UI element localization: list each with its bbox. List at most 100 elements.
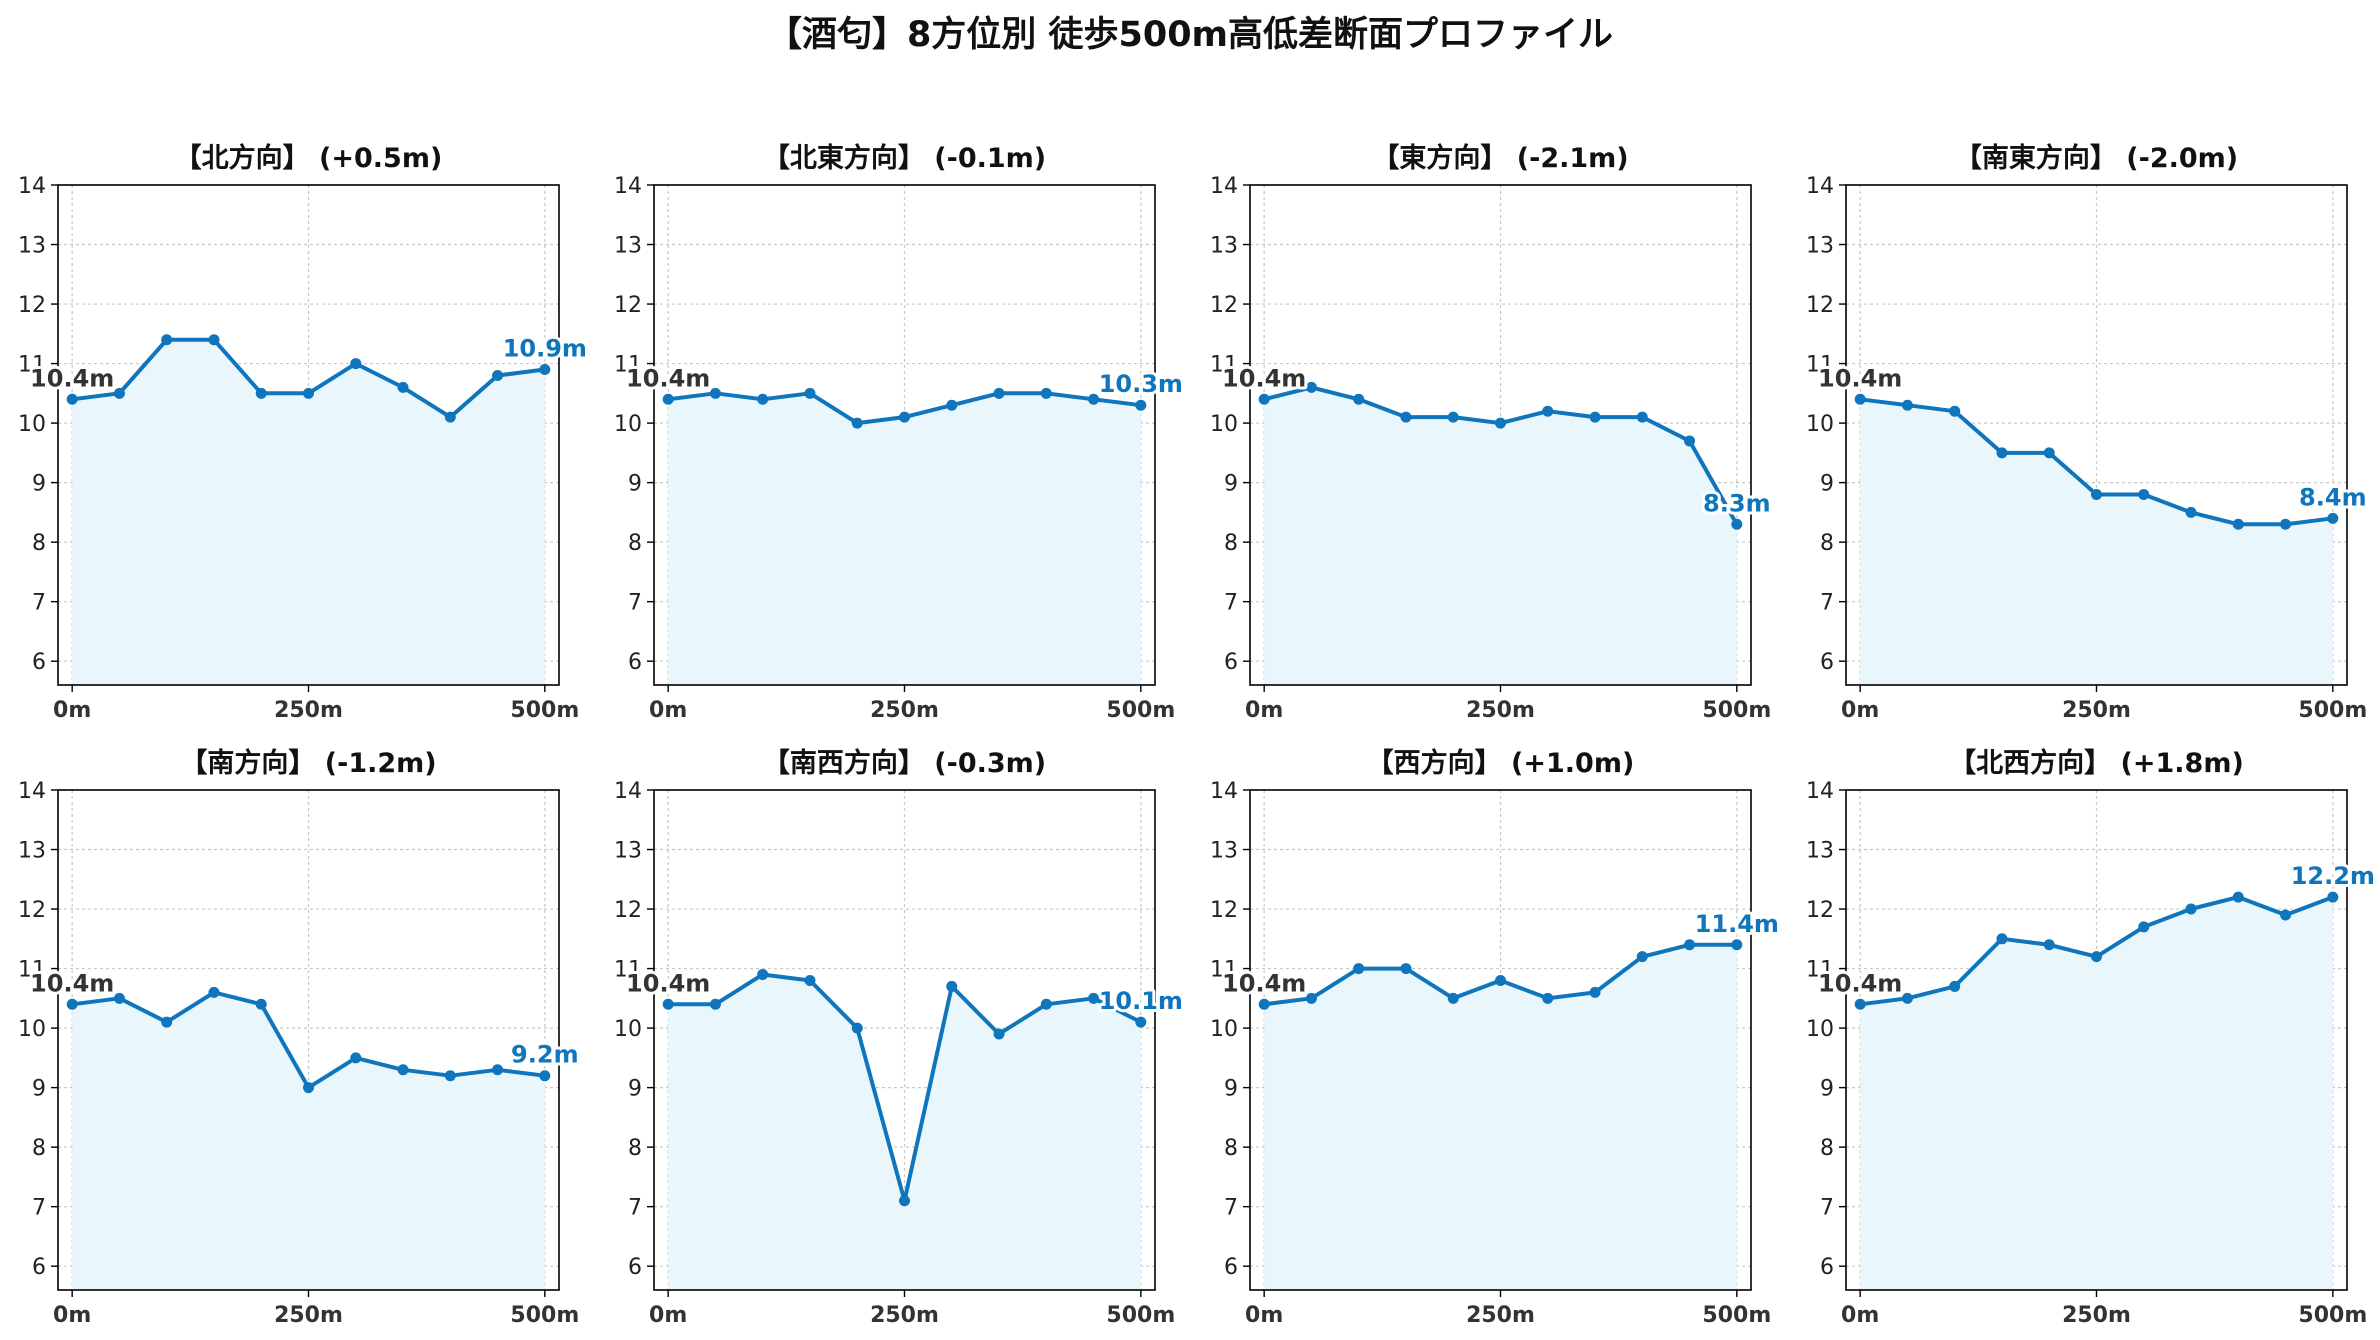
start-value-label: 10.4m	[626, 969, 710, 997]
data-point	[1040, 998, 1052, 1010]
end-value-label: 12.2m	[2291, 862, 2375, 890]
data-point	[899, 411, 910, 423]
y-tick-label: 14	[614, 174, 642, 199]
data-point	[1854, 393, 1866, 405]
end-value-label: 8.4m	[2299, 483, 2367, 511]
data-point	[2185, 903, 2197, 915]
y-tick-label: 9	[32, 472, 46, 497]
subplot-title: 【北方向】 (+0.5m)	[175, 142, 443, 174]
y-tick-label: 10	[18, 1017, 46, 1042]
area-fill	[72, 339, 545, 685]
subplot-title: 【南東方向】 (-2.0m)	[1955, 142, 2238, 174]
end-value-label: 10.3m	[1099, 370, 1183, 398]
y-tick-label: 13	[614, 839, 642, 864]
data-point	[1542, 992, 1554, 1004]
y-tick-label: 13	[18, 234, 46, 259]
start-value-label: 10.4m	[1818, 364, 1902, 392]
y-tick-label: 12	[1210, 898, 1238, 923]
y-tick-label: 14	[614, 779, 642, 804]
data-point	[1901, 399, 1913, 411]
data-point	[1088, 393, 1100, 405]
y-tick-label: 8	[32, 1136, 46, 1161]
subplot-6: 【西方向】 (+1.0m) 6 7 8 9 10 11 12 13 14 0m 250m 500m 10.…	[1210, 747, 1782, 1328]
x-tick-label: 0m	[1841, 698, 1879, 723]
y-tick-label: 11	[614, 353, 642, 378]
y-tick-label: 11	[1806, 958, 1834, 983]
y-tick-label: 8	[1224, 531, 1238, 556]
data-point	[851, 1022, 863, 1034]
data-point	[1901, 992, 1913, 1004]
y-tick-label: 6	[628, 1255, 642, 1280]
data-point	[1636, 411, 1648, 423]
x-tick-label: 0m	[53, 698, 91, 723]
data-point	[1258, 998, 1270, 1010]
y-tick-label: 9	[628, 1077, 642, 1102]
data-point	[2185, 506, 2197, 518]
y-tick-label: 10	[614, 1017, 642, 1042]
data-point	[2232, 518, 2244, 530]
data-point	[444, 411, 456, 423]
y-tick-label: 6	[32, 650, 46, 675]
data-point	[66, 998, 78, 1010]
y-tick-label: 13	[18, 839, 46, 864]
data-point	[899, 1195, 910, 1207]
data-point	[350, 1052, 362, 1064]
y-tick-label: 14	[1806, 779, 1834, 804]
area-fill	[1264, 387, 1737, 685]
y-tick-label: 8	[628, 531, 642, 556]
x-tick-label: 500m	[1702, 1303, 1771, 1328]
data-point	[1495, 974, 1506, 986]
start-value-label: 10.4m	[1818, 969, 1902, 997]
data-point	[1589, 411, 1601, 423]
subplot-5: 【南西方向】 (-0.3m) 6 7 8 9 10 11 12 13 14 0m 250m 500m 10…	[614, 747, 1186, 1328]
data-point	[2091, 951, 2102, 963]
data-point	[1088, 992, 1100, 1004]
subplot-4: 【南方向】 (-1.2m) 6 7 8 9 10 11 12 13 14 0m 250m 500m 10.…	[18, 747, 582, 1328]
y-tick-label: 12	[1806, 293, 1834, 318]
y-tick-label: 10	[1806, 412, 1834, 437]
data-point	[1854, 998, 1866, 1010]
area-fill	[1264, 944, 1737, 1290]
data-point	[208, 986, 220, 998]
y-tick-label: 14	[18, 779, 46, 804]
subplot-title: 【北東方向】 (-0.1m)	[763, 142, 1046, 174]
y-tick-label: 7	[1224, 1196, 1238, 1221]
y-tick-label: 8	[1224, 1136, 1238, 1161]
x-tick-label: 0m	[1841, 1303, 1879, 1328]
y-tick-label: 11	[1210, 353, 1238, 378]
data-point	[2043, 447, 2055, 459]
data-point	[1996, 933, 2008, 945]
data-point	[1495, 417, 1506, 429]
x-tick-label: 250m	[870, 698, 939, 723]
y-tick-label: 13	[1806, 839, 1834, 864]
data-point	[1996, 447, 2008, 459]
end-value-label: 9.2m	[511, 1041, 579, 1069]
area-fill	[1860, 399, 2333, 685]
subplot-title: 【西方向】 (+1.0m)	[1367, 747, 1635, 779]
data-point	[492, 1064, 504, 1076]
x-tick-label: 500m	[510, 1303, 579, 1328]
data-point	[350, 358, 362, 370]
data-point	[757, 393, 769, 405]
data-point	[1636, 951, 1648, 963]
x-tick-label: 500m	[1106, 698, 1175, 723]
data-point	[1731, 518, 1743, 530]
data-point	[993, 387, 1005, 399]
x-tick-label: 500m	[510, 698, 579, 723]
data-point	[1135, 1016, 1147, 1028]
data-point	[1542, 405, 1554, 417]
area-fill	[1860, 897, 2333, 1290]
data-point	[804, 974, 816, 986]
y-tick-label: 12	[614, 898, 642, 923]
y-tick-label: 14	[1806, 174, 1834, 199]
end-value-label: 8.3m	[1703, 489, 1771, 517]
data-point	[2232, 891, 2244, 903]
data-point	[662, 393, 674, 405]
data-point	[2280, 909, 2292, 921]
subplot-1: 【北東方向】 (-0.1m) 6 7 8 9 10 11 12 13 14 0m 250m 500m 10…	[614, 142, 1186, 723]
data-point	[1731, 939, 1743, 951]
subplot-0: 【北方向】 (+0.5m) 6 7 8 9 10 11 12 13 14 0m 250m 500m 10.…	[18, 142, 590, 723]
x-tick-label: 500m	[1702, 698, 1771, 723]
